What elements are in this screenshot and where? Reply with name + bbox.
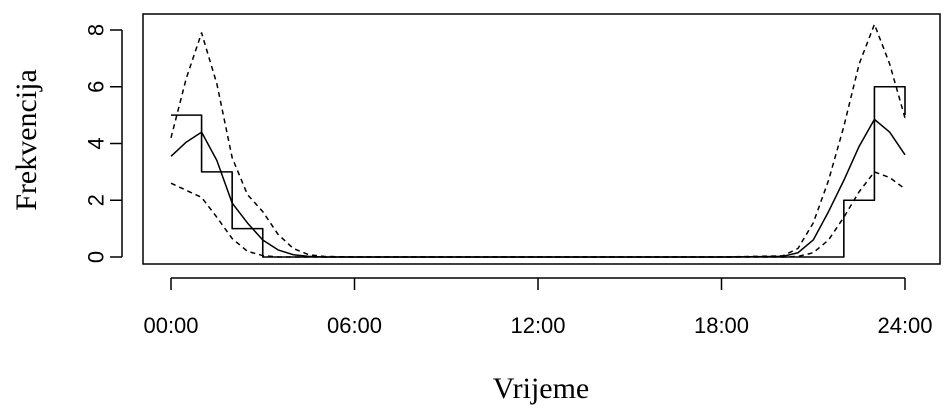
- y-tick-label: 2: [84, 194, 109, 206]
- series-line-3-dashed: [170, 23, 906, 258]
- x-axis-title: Vrijeme: [493, 372, 590, 405]
- y-tick-label: 6: [84, 81, 109, 93]
- x-axis: 00:00 06:00 12:00 18:00 24:00: [143, 277, 933, 338]
- series-line-2-solid: [170, 118, 906, 258]
- series-line-1-step: [171, 85, 906, 258]
- x-tick-label: 00:00: [143, 313, 198, 338]
- y-tick-label: 8: [84, 24, 109, 36]
- x-tick-label: 12:00: [510, 313, 565, 338]
- y-axis-title: Frekvencija: [10, 69, 43, 211]
- series-layer: [170, 23, 906, 258]
- y-tick-label: 0: [84, 251, 109, 263]
- plot-frame: [142, 13, 941, 265]
- x-tick-label: 06:00: [327, 313, 382, 338]
- series-line-4-dashed: [170, 171, 906, 258]
- x-tick-label: 18:00: [694, 313, 749, 338]
- x-tick-label: 24:00: [877, 313, 932, 338]
- y-axis: 0 2 4 6 8: [84, 24, 123, 263]
- y-tick-label: 4: [84, 137, 109, 149]
